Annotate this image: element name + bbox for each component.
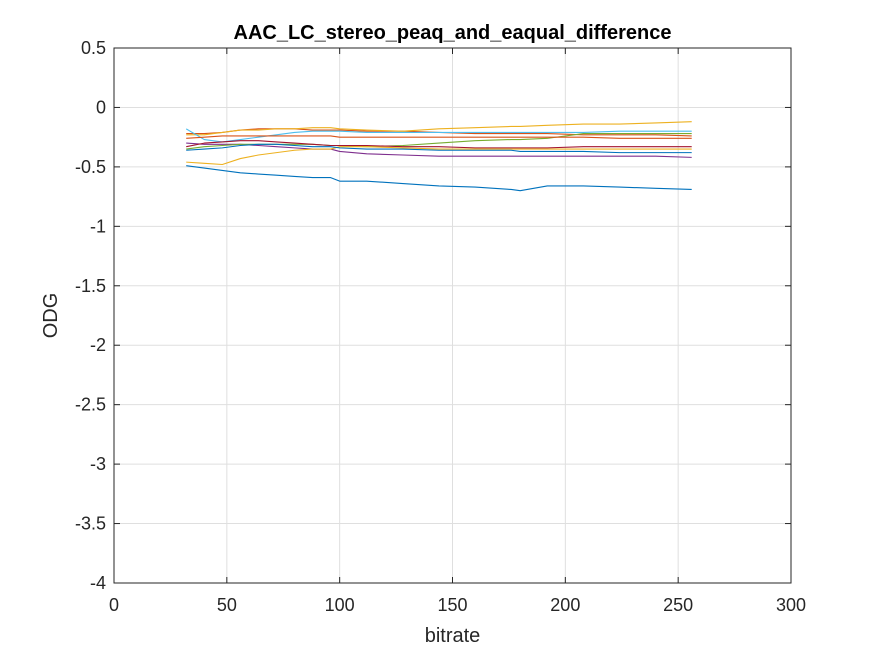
y-tick-label: -3.5	[75, 514, 106, 534]
y-tick-label: 0.5	[81, 38, 106, 58]
y-tick-label: -1.5	[75, 276, 106, 296]
series-line-3	[186, 121, 692, 136]
x-tick-label: 100	[325, 595, 355, 615]
y-axis-label: ODG	[40, 293, 62, 339]
ticks: 0 50 100 150 200 250 300 0.5 0 -0.5 -1 -1.5 -2 -2.5 -3…	[75, 38, 806, 615]
series-line-10	[186, 135, 692, 139]
y-tick-label: 0	[96, 97, 106, 117]
x-tick-label: 300	[776, 595, 806, 615]
x-tick-label: 50	[217, 595, 237, 615]
series-line-7	[186, 140, 692, 149]
x-tick-label: 250	[663, 595, 693, 615]
x-tick-label: 150	[437, 595, 467, 615]
y-tick-label: -2.5	[75, 395, 106, 415]
x-tick-label: 200	[550, 595, 580, 615]
chart-title: AAC_LC_stereo_peaq_and_eaqual_difference	[234, 22, 672, 44]
y-tick-label: -1	[90, 216, 106, 236]
series-line-8	[186, 146, 692, 166]
x-axis-label: bitrate	[425, 625, 481, 647]
series-line-6	[185, 128, 692, 143]
series-line-9	[186, 143, 692, 154]
series-group	[185, 121, 692, 192]
y-tick-label: -3	[90, 454, 106, 474]
series-line-1	[186, 165, 692, 192]
y-tick-label: -2	[90, 335, 106, 355]
y-tick-label: -4	[90, 573, 106, 593]
y-tick-label: -0.5	[75, 157, 106, 177]
x-tick-label: 0	[109, 595, 119, 615]
